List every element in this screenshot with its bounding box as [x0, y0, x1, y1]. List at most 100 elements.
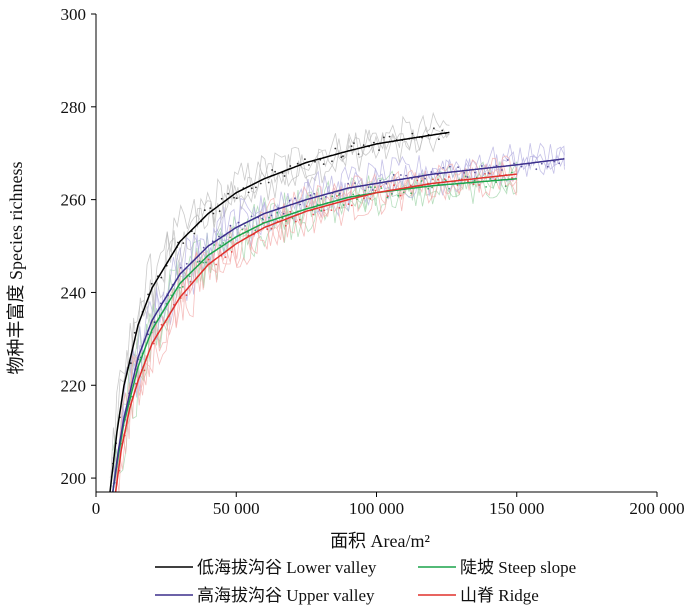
observed-point: [241, 228, 244, 231]
observed-point: [484, 173, 486, 175]
observed-point: [340, 156, 343, 159]
sample-curve: [112, 142, 565, 488]
observed-point: [444, 179, 447, 182]
observed-point: [267, 181, 270, 184]
observed-point: [546, 165, 549, 168]
observed-point: [430, 171, 433, 173]
observed-point: [369, 198, 372, 200]
observed-point: [212, 212, 215, 215]
observed-point: [474, 171, 476, 174]
observed-point: [528, 164, 530, 166]
observed-point: [179, 286, 181, 289]
observed-point: [309, 194, 312, 197]
observed-point: [320, 209, 323, 212]
observed-point: [511, 171, 513, 174]
observed-point: [487, 172, 490, 174]
observed-point: [391, 193, 393, 195]
observed-point: [392, 174, 395, 176]
observed-point: [215, 263, 218, 266]
observed-point: [209, 207, 212, 210]
observed-point: [268, 216, 270, 219]
observed-point: [129, 362, 132, 365]
observed-point: [350, 204, 353, 207]
observed-point: [314, 160, 316, 163]
observed-point: [399, 194, 402, 197]
observed-point: [276, 211, 279, 214]
observed-point: [393, 184, 395, 187]
observed-point: [386, 196, 389, 199]
series-line-1: [109, 131, 450, 493]
series-line-2: [112, 177, 517, 493]
observed-point: [181, 286, 184, 288]
y-tick-label: 200: [61, 469, 87, 488]
observed-point: [296, 162, 299, 165]
observed-point: [372, 141, 375, 144]
observed-point: [350, 145, 353, 148]
observed-point: [371, 189, 374, 191]
observed-point: [289, 210, 292, 213]
observed-point: [448, 176, 450, 178]
observed-point: [383, 136, 385, 139]
observed-point: [367, 186, 370, 189]
observed-point: [448, 187, 451, 190]
observed-point: [237, 221, 240, 224]
observed-point: [480, 165, 483, 167]
observed-point: [324, 196, 327, 198]
observed-point: [270, 227, 273, 230]
observed-point: [230, 251, 233, 253]
series-line-4: [114, 173, 517, 493]
observed-point: [322, 163, 325, 166]
observed-point: [424, 177, 426, 180]
observed-point: [211, 240, 214, 243]
y-tick-label: 240: [61, 283, 87, 302]
legend: 低海拔沟谷 Lower valley 陡坡 Steep slope 高海拔沟谷 Up…: [155, 558, 576, 605]
observed-point: [196, 261, 199, 263]
observed-point: [289, 165, 292, 167]
observed-point: [203, 209, 206, 212]
observed-point: [388, 135, 391, 138]
observed-point: [488, 172, 491, 175]
sample-curve: [115, 162, 518, 493]
observed-point: [511, 177, 513, 179]
x-tick-label: 150 000: [489, 499, 544, 518]
observed-point: [198, 260, 201, 263]
observed-point: [495, 164, 498, 167]
observed-point: [147, 293, 150, 296]
observed-point: [466, 176, 469, 178]
observed-point: [400, 174, 402, 176]
observed-point: [436, 173, 439, 176]
observed-point: [380, 185, 382, 188]
observed-point: [427, 187, 430, 190]
observed-point: [331, 195, 334, 198]
observed-point: [442, 167, 444, 169]
observed-point: [431, 178, 434, 181]
series-line-3: [112, 158, 565, 493]
observed-point: [354, 182, 356, 185]
observed-point: [283, 175, 286, 177]
observed-point: [244, 225, 247, 227]
observed-point: [143, 369, 146, 372]
observed-point: [227, 192, 230, 195]
ticks: 0 50 000 100 000 150 000 200 000 200 220 240 260…: [61, 5, 685, 518]
observed-point: [374, 189, 377, 192]
observed-point: [218, 210, 221, 213]
observed-point: [347, 203, 350, 206]
observed-point: [323, 209, 326, 212]
observed-point: [364, 189, 366, 192]
observed-point: [266, 228, 269, 231]
observed-point: [416, 179, 419, 182]
observed-point: [291, 217, 294, 219]
observed-point: [495, 181, 497, 184]
observed-point: [254, 229, 257, 232]
observed-point: [457, 166, 459, 169]
observed-point: [304, 158, 306, 161]
observed-point: [202, 246, 205, 249]
x-axis-title: 面积 Area/m²: [330, 531, 430, 551]
observed-point: [247, 191, 250, 194]
observed-point: [374, 186, 376, 189]
observed-point: [485, 186, 487, 188]
sample-curve: [115, 155, 518, 481]
observed-point: [387, 195, 389, 198]
observed-point: [449, 165, 451, 168]
